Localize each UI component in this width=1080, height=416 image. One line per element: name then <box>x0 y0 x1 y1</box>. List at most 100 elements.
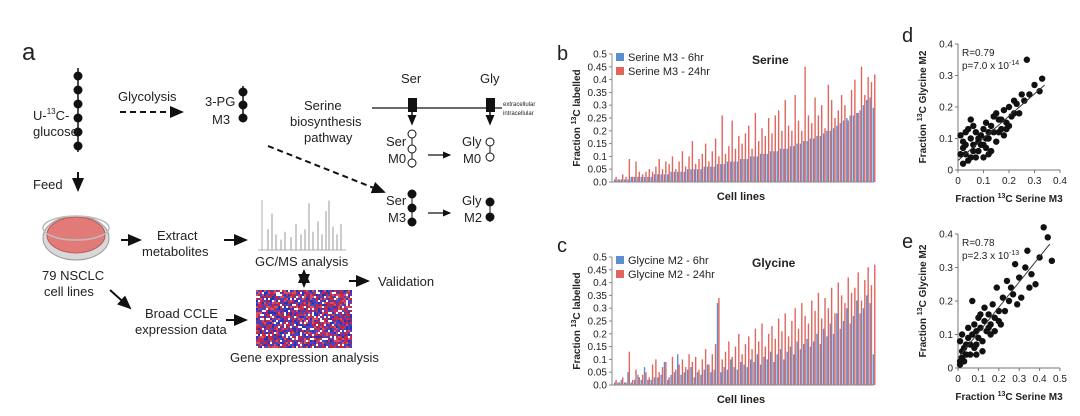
bar-24hr <box>774 115 776 182</box>
heatmap-cell <box>294 296 296 298</box>
heatmap-cell <box>290 302 292 304</box>
heatmap-cell <box>290 304 292 306</box>
heatmap-cell <box>274 336 276 338</box>
heatmap-cell <box>320 298 322 300</box>
heatmap-cell <box>284 340 286 342</box>
heatmap-cell <box>284 316 286 318</box>
bar-24hr <box>827 84 830 182</box>
heatmap-cell <box>322 342 324 344</box>
bar-24hr <box>655 359 657 385</box>
heatmap-cell <box>340 338 342 340</box>
heatmap-cell <box>268 334 270 336</box>
heatmap-cell <box>348 332 350 334</box>
bar-6hr <box>786 148 788 182</box>
heatmap-cell <box>326 292 328 294</box>
scatter-point <box>1016 110 1023 117</box>
bar-24hr <box>864 280 866 385</box>
bar-24hr <box>860 66 863 182</box>
heatmap-cell <box>270 332 272 334</box>
panel-letter-b: b <box>557 43 568 65</box>
heatmap-cell <box>256 330 258 332</box>
pathway-label-2: biosynthesis <box>290 114 362 129</box>
heatmap-cell <box>300 346 302 348</box>
heatmap-cell <box>290 306 292 308</box>
heatmap-cell <box>264 326 266 328</box>
heatmap-cell <box>302 290 304 292</box>
heatmap-cell <box>338 340 340 342</box>
scatter-point <box>995 307 1002 315</box>
heatmap-cell <box>300 340 302 342</box>
heatmap-cell <box>304 340 306 342</box>
heatmap-cell <box>340 292 342 294</box>
heatmap-cell <box>260 296 262 298</box>
heatmap-cell <box>332 330 334 332</box>
heatmap-cell <box>298 306 300 308</box>
y-tick-label: 0.4 <box>593 75 607 86</box>
glucose-label: U-13C- <box>33 107 69 123</box>
heatmap-cell <box>306 338 308 340</box>
heatmap-cell <box>286 312 288 314</box>
heatmap-cell <box>272 314 274 316</box>
heatmap-cell <box>346 320 348 322</box>
heatmap-cell <box>256 346 258 348</box>
heatmap-cell <box>348 308 350 310</box>
heatmap-cell <box>280 336 282 338</box>
heatmap-cell <box>280 330 282 332</box>
bar-6hr <box>826 130 828 182</box>
heatmap-cell <box>290 296 292 298</box>
heatmap-cell <box>262 324 264 326</box>
scatter-point <box>1031 81 1038 89</box>
heatmap-cell <box>270 326 272 328</box>
heatmap-cell <box>288 332 290 334</box>
bar-6hr <box>647 176 649 182</box>
heatmap-cell <box>304 342 306 344</box>
heatmap-cell <box>312 312 314 314</box>
heatmap-cell <box>334 324 336 326</box>
bar-6hr <box>773 361 775 385</box>
heatmap-cell <box>346 312 348 314</box>
bar-24hr <box>791 321 793 385</box>
heatmap-cell <box>266 346 268 348</box>
heatmap-cell <box>342 312 344 314</box>
fit-line <box>957 84 1046 161</box>
heatmap-cell <box>302 304 304 306</box>
heatmap-cell <box>338 316 340 318</box>
heatmap-cell <box>318 292 320 294</box>
heatmap-cell <box>316 302 318 304</box>
glucose-carbon-chain <box>73 68 83 152</box>
heatmap-cell <box>304 328 306 330</box>
heatmap-cell <box>266 336 268 338</box>
x-tick-label: 0.3 <box>1028 176 1042 187</box>
heatmap-cell <box>298 346 300 348</box>
ser-transport-label: Ser <box>401 71 422 86</box>
heatmap-cell <box>266 320 268 322</box>
bar-6hr <box>736 161 739 182</box>
scatter-point <box>995 317 1002 325</box>
heatmap-cell <box>316 312 318 314</box>
heatmap-cell <box>288 326 290 328</box>
heatmap-cell <box>262 296 264 298</box>
bar-6hr <box>726 161 729 182</box>
heatmap-cell <box>296 336 298 338</box>
heatmap-cell <box>276 306 278 308</box>
heatmap-cell <box>264 322 266 324</box>
heatmap-cell <box>286 330 288 332</box>
heatmap-cell <box>308 310 310 312</box>
bar-24hr <box>821 105 823 182</box>
heatmap-cell <box>314 330 316 332</box>
heatmap-cell <box>276 316 278 318</box>
heatmap-cell <box>346 298 348 300</box>
heatmap-cell <box>286 294 288 296</box>
heatmap-cell <box>340 318 342 320</box>
heatmap-cell <box>272 332 274 334</box>
heatmap-cell <box>316 328 318 330</box>
heatmap-cell <box>310 334 312 336</box>
heatmap-cell <box>270 334 272 336</box>
heatmap-cell <box>302 310 304 312</box>
heatmap-cell <box>342 320 344 322</box>
heatmap-cell <box>282 334 284 336</box>
heatmap-cell <box>262 326 264 328</box>
heatmap-cell <box>278 308 280 310</box>
heatmap-cell <box>322 308 324 310</box>
heatmap-cell <box>290 338 292 340</box>
